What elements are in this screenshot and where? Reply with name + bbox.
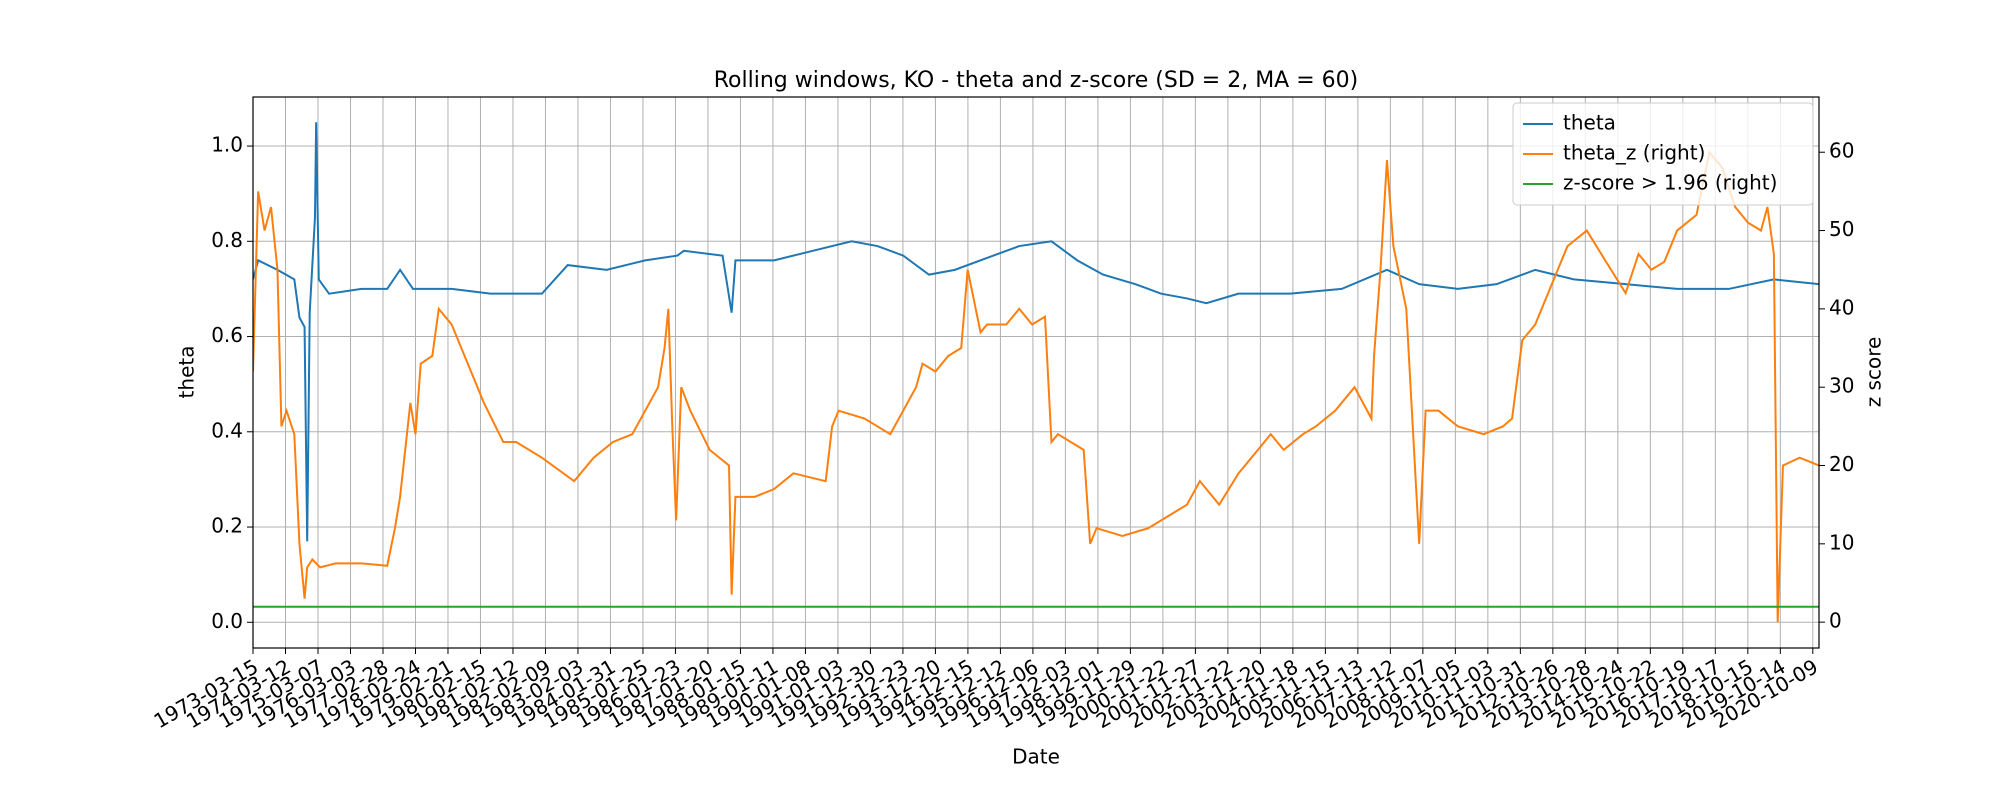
y-tick-label: 1.0 xyxy=(211,133,243,157)
series-line xyxy=(253,122,1819,542)
y-tick-label: 0.6 xyxy=(211,323,243,347)
y2-tick-label: 0 xyxy=(1829,609,1842,633)
y-axis-label: theta xyxy=(175,346,199,399)
legend-label: z-score > 1.96 (right) xyxy=(1563,171,1777,195)
y2-tick-label: 20 xyxy=(1829,452,1854,476)
y-tick-label: 0.2 xyxy=(211,514,243,538)
legend-label: theta_z (right) xyxy=(1563,141,1705,165)
x-axis-label: Date xyxy=(1012,745,1060,769)
y-tick-label: 0.8 xyxy=(211,228,243,252)
y-tick-label: 0.0 xyxy=(211,609,243,633)
series-line xyxy=(253,149,1819,623)
chart-title: Rolling windows, KO - theta and z-score … xyxy=(714,68,1358,93)
plot-frame xyxy=(252,96,1820,649)
y2-tick-label: 30 xyxy=(1829,374,1854,398)
y2-tick-label: 60 xyxy=(1829,139,1854,163)
y2-axis-label: z score xyxy=(1862,337,1886,408)
legend-label: theta xyxy=(1563,111,1616,135)
legend-box xyxy=(1512,102,1814,206)
y-tick-label: 0.4 xyxy=(211,418,243,442)
y2-tick-label: 10 xyxy=(1829,530,1854,554)
y2-tick-label: 50 xyxy=(1829,217,1854,241)
y2-tick-label: 40 xyxy=(1829,295,1854,319)
